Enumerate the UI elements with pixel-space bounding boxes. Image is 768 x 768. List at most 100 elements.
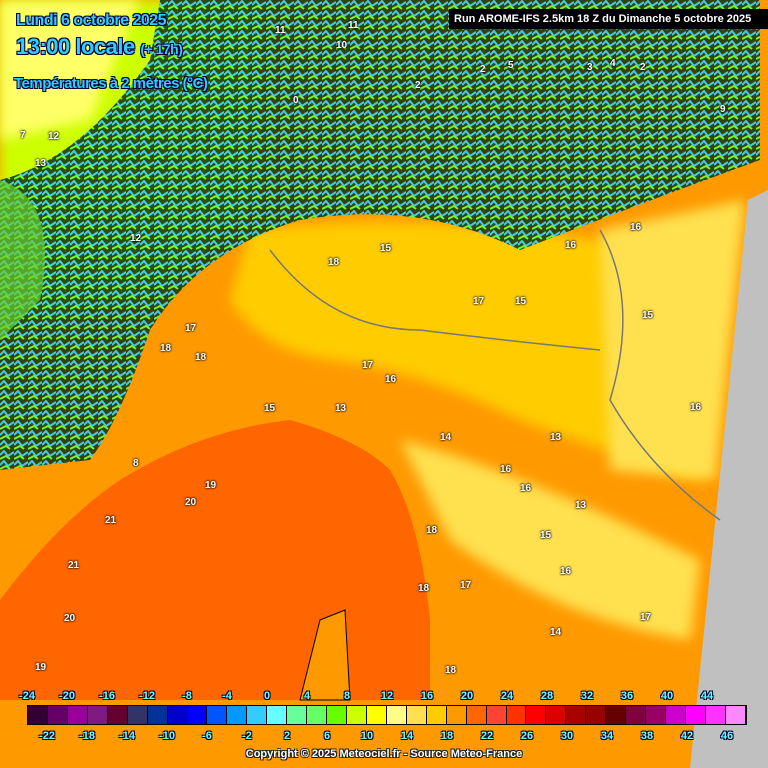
legend-tick-upper: -8 — [182, 690, 192, 702]
temperature-label: 2 — [415, 80, 421, 91]
legend-tick-lower: -22 — [39, 730, 55, 742]
border-line — [599, 229, 721, 521]
legend-tick-lower: 2 — [283, 730, 291, 742]
run-info: Run AROME-IFS 2.5km 18 Z du Dimanche 5 o… — [449, 9, 768, 29]
apennines — [400, 440, 700, 640]
legend-tick-upper: 20 — [460, 690, 474, 702]
legend-tick-lower: -6 — [202, 730, 212, 742]
legend-swatch — [705, 706, 726, 724]
temperature-label: 2 — [480, 64, 486, 75]
local-time: 13:00 locale — [16, 34, 135, 59]
legend-swatch — [466, 706, 487, 724]
temperature-label: 15 — [642, 310, 654, 321]
temperature-label: 13 — [550, 432, 562, 443]
temperature-label: 16 — [385, 374, 397, 385]
legend-swatch — [87, 706, 108, 724]
legend-swatch — [646, 706, 666, 724]
copyright: Copyright © 2025 Meteociel.fr - Source M… — [245, 748, 523, 760]
temperature-label: 10 — [336, 40, 348, 51]
legend-swatch — [666, 706, 686, 724]
east-plain — [600, 200, 745, 480]
legend-tick-lower: 26 — [520, 730, 534, 742]
legend-swatch — [626, 706, 647, 724]
legend-swatch — [67, 706, 88, 724]
legend-swatch — [606, 706, 627, 724]
nw-warm-area — [0, 0, 140, 140]
legend-swatch — [386, 706, 407, 724]
legend-tick-upper: -24 — [19, 690, 35, 702]
temperature-label: 2 — [640, 62, 646, 73]
temperature-label: 15 — [264, 403, 276, 414]
legend-swatch — [546, 706, 567, 724]
legend-tick-lower: -14 — [119, 730, 135, 742]
legend-tick-upper: 16 — [420, 690, 434, 702]
legend-tick-lower: 14 — [400, 730, 414, 742]
legend-tick-upper: 44 — [700, 690, 714, 702]
temperature-label: 12 — [130, 233, 142, 244]
legend-swatch — [366, 706, 387, 724]
legend-tick-upper: -20 — [59, 690, 75, 702]
legend-tick-lower: 22 — [480, 730, 494, 742]
forecast-time: 13:00 locale (+ 17h) — [16, 34, 183, 60]
legend-swatch — [267, 706, 288, 724]
forecast-date: Lundi 6 octobre 2025 — [16, 12, 167, 29]
temperature-label: 13 — [575, 500, 587, 511]
po-plain — [230, 222, 700, 480]
temperature-label: 9 — [720, 104, 726, 115]
legend-tick-upper: 24 — [500, 690, 514, 702]
temperature-label: 0 — [293, 95, 299, 106]
legend-tick-lower: -10 — [159, 730, 175, 742]
temperature-label: 18 — [445, 665, 457, 676]
legend-tick-upper: 32 — [580, 690, 594, 702]
legend-swatch — [28, 706, 48, 724]
temperature-label: 16 — [565, 240, 577, 251]
legend-tick-lower: 10 — [360, 730, 374, 742]
legend-swatch — [566, 706, 587, 724]
temperature-label: 3 — [587, 62, 593, 73]
temperature-label: 15 — [380, 243, 392, 254]
temperature-label: 17 — [460, 580, 472, 591]
color-scale-legend — [27, 705, 747, 725]
temperature-label: 18 — [328, 257, 340, 268]
legend-swatch — [127, 706, 148, 724]
temperature-label: 16 — [630, 222, 642, 233]
temperature-label: 14 — [550, 627, 562, 638]
legend-tick-lower: -2 — [242, 730, 252, 742]
temperature-label: 20 — [64, 613, 76, 624]
legend-swatch — [725, 706, 746, 724]
legend-tick-lower: 18 — [440, 730, 454, 742]
legend-tick-upper: 28 — [540, 690, 554, 702]
temperature-label: 16 — [520, 483, 532, 494]
temperature-label: 19 — [35, 662, 47, 673]
corsica — [299, 609, 351, 701]
temperature-label: 21 — [68, 560, 80, 571]
legend-tick-lower: 34 — [600, 730, 614, 742]
alps-region — [0, 0, 760, 470]
temperature-label: 7 — [20, 130, 26, 141]
temperature-label: 16 — [690, 402, 702, 413]
legend-swatch — [486, 706, 507, 724]
legend-swatch — [307, 706, 328, 724]
temperature-label: 21 — [105, 515, 117, 526]
outside-domain — [690, 190, 768, 768]
legend-swatch — [685, 706, 706, 724]
legend-swatch — [426, 706, 447, 724]
temperature-label: 18 — [160, 343, 172, 354]
temperature-label: 13 — [335, 403, 347, 414]
legend-tick-upper: 12 — [380, 690, 394, 702]
temperature-label: 18 — [426, 525, 438, 536]
border-line — [269, 249, 601, 351]
legend-tick-upper: 36 — [620, 690, 634, 702]
temperature-label: 11 — [348, 20, 359, 31]
temperature-label: 12 — [48, 131, 60, 142]
temperature-label: 16 — [560, 566, 572, 577]
temperature-label: 17 — [185, 323, 197, 334]
legend-swatch — [347, 706, 367, 724]
legend-swatch — [207, 706, 228, 724]
legend-swatch — [227, 706, 248, 724]
legend-tick-lower: 42 — [680, 730, 694, 742]
temperature-label: 20 — [185, 497, 197, 508]
temperature-label: 4 — [610, 58, 616, 69]
legend-swatch — [287, 706, 308, 724]
